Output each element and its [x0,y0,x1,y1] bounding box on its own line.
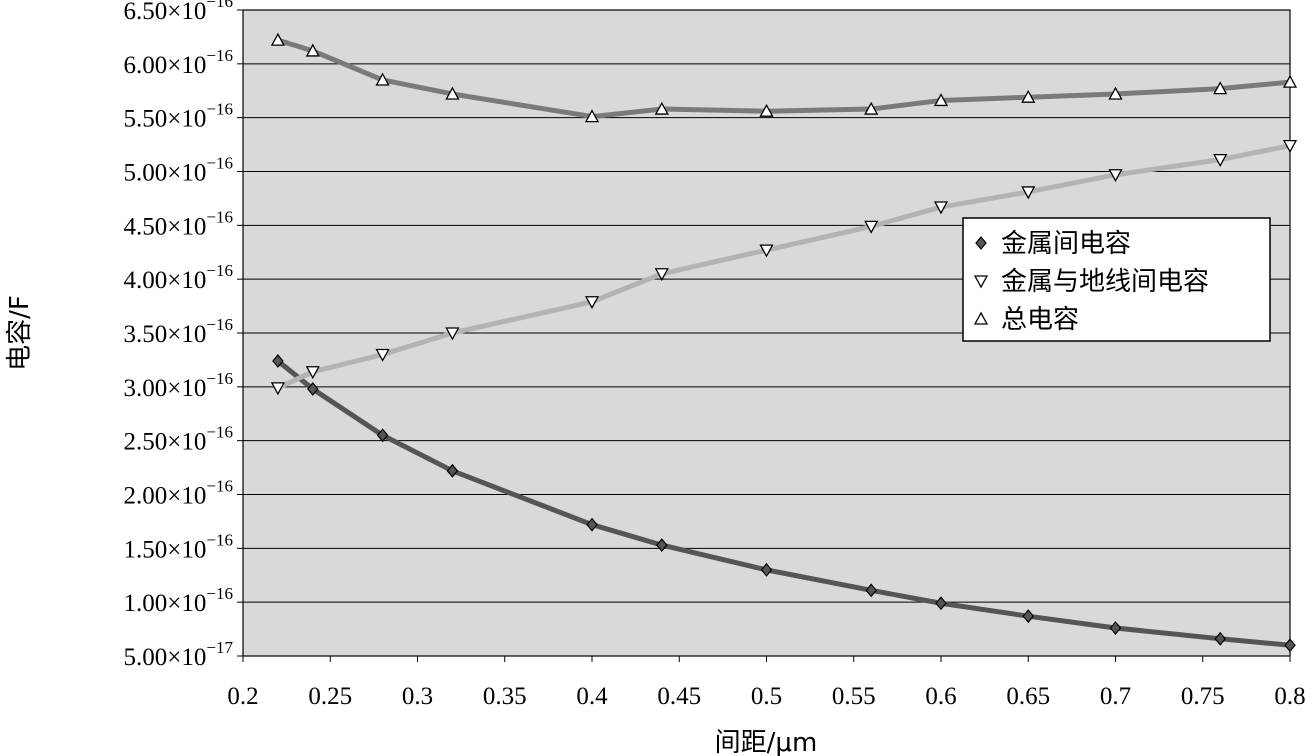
data-point [305,366,320,380]
x-tick-label: 0.35 [483,683,527,710]
x-tick-label: 0.25 [308,683,352,710]
data-point [272,354,284,368]
x-tick-label: 0.5 [751,683,782,710]
series-triangle-down [270,140,1298,396]
data-point [864,101,879,115]
y-axis-ticks: 5.00×10−17 1.00×10−16 1.50×10−16 2.00×10−16… [124,0,243,671]
data-point [1284,638,1296,653]
x-tick-label: 0.2 [227,683,258,710]
data-point [1108,86,1123,100]
data-point [759,103,774,117]
data-point [1213,81,1228,95]
data-point [1282,74,1298,88]
y-tick-label: 3.00×10−16 [124,369,233,402]
legend-label: 金属间电容 [1001,229,1131,259]
data-point [375,72,390,86]
data-point [759,244,774,258]
y-tick-label: 3.50×10−16 [124,315,233,348]
y-tick-label: 4.50×10−16 [124,207,233,240]
x-tick-label: 0.7 [1100,683,1131,710]
legend-box [962,217,1271,342]
data-point [270,32,285,46]
data-point [864,220,879,234]
data-point [933,201,949,215]
x-tick-label: 0.6 [925,683,956,710]
data-point [584,296,600,310]
data-point [654,101,669,115]
data-point [1109,621,1122,635]
legend-item: 金属与地线间电容 [973,267,1209,297]
x-tick-label: 0.55 [832,683,876,710]
x-tick-label: 0.45 [657,683,701,710]
series-layer [270,32,1298,653]
y-tick-label: 5.00×10−17 [124,638,234,671]
data-point [1021,186,1036,200]
legend-marker [973,275,989,289]
legend-marker [975,236,987,250]
legend-item: 金属间电容 [975,229,1131,259]
data-point [1282,140,1298,154]
y-tick-label: 5.50×10−16 [124,100,233,133]
data-point [445,327,460,341]
legend-marker [973,311,989,325]
series-triangle-up [270,32,1298,123]
series-diamond [272,354,1296,653]
x-axis-title: 间距/μm [715,728,818,756]
data-point [376,428,389,443]
data-point [305,43,320,57]
data-point [760,562,773,577]
data-point [375,348,390,362]
data-point [656,538,668,553]
data-point [654,268,669,282]
legend-item: 总电容 [973,305,1079,335]
data-point [1022,609,1035,624]
x-tick-label: 0.4 [576,683,608,710]
data-point [445,86,460,100]
y-tick-label: 2.50×10−16 [124,423,233,456]
y-tick-label: 1.00×10−16 [124,584,233,617]
legend-label: 总电容 [1001,305,1079,335]
y-tick-label: 5.00×10−16 [124,154,233,187]
data-point [865,583,877,598]
y-tick-label: 6.00×10−16 [124,46,233,79]
x-axis-ticks: 0.2 0.25 0.3 0.35 0.4 0.45 0.5 0.55 0.6 0.65 0.7 0.… [227,656,1306,710]
data-point [1213,154,1228,168]
data-point [1108,169,1123,183]
data-point [1214,631,1226,646]
y-tick-label: 4.00×10−16 [124,261,233,294]
x-tick-label: 0.3 [402,683,433,710]
data-point [935,596,947,611]
x-tick-label: 0.75 [1181,683,1225,710]
y-tick-label: 1.50×10−16 [124,530,233,563]
data-point [586,517,598,532]
x-tick-label: 0.8 [1274,683,1305,710]
data-point [270,382,285,396]
y-tick-label: 2.00×10−16 [124,477,233,510]
y-tick-label: 6.50×10−16 [124,0,233,25]
x-tick-label: 0.65 [1006,683,1050,710]
y-axis-title: 电容/F [5,295,35,371]
data-point [584,109,600,123]
data-point [1021,89,1036,103]
legend-label: 金属与地线间电容 [1001,267,1209,297]
data-point [446,463,459,478]
data-point [933,93,949,107]
data-point [307,382,319,396]
